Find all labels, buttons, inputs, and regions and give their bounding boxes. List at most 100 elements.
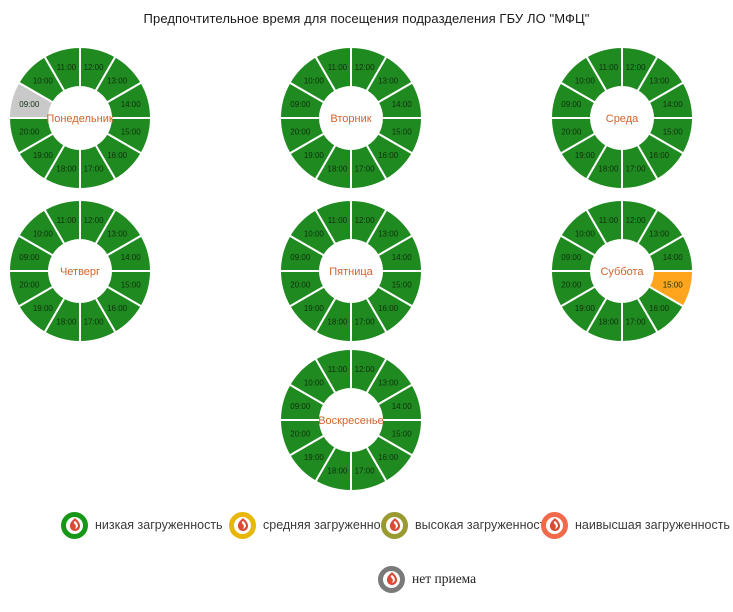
time-label-16:00: 16:00 <box>378 453 399 462</box>
day-name-label: Среда <box>606 113 639 125</box>
legend-item-highest-load: наивысшая загруженность <box>541 511 730 539</box>
time-label-20:00: 20:00 <box>290 280 311 289</box>
time-label-09:00: 09:00 <box>561 100 582 109</box>
time-label-15:00: 15:00 <box>121 280 142 289</box>
time-label-10:00: 10:00 <box>575 77 596 86</box>
time-label-17:00: 17:00 <box>355 318 376 327</box>
donut-segment-11:00 <box>585 198 623 246</box>
time-label-19:00: 19:00 <box>304 151 325 160</box>
time-label-09:00: 09:00 <box>290 100 311 109</box>
time-label-10:00: 10:00 <box>575 230 596 239</box>
day-name-label: Суббота <box>600 266 644 278</box>
time-label-09:00: 09:00 <box>19 100 40 109</box>
time-label-17:00: 17:00 <box>626 165 647 174</box>
time-label-11:00: 11:00 <box>328 63 348 72</box>
page-title: Предпочтительное время для посещения под… <box>143 11 590 26</box>
time-label-13:00: 13:00 <box>107 230 128 239</box>
time-label-12:00: 12:00 <box>355 63 376 72</box>
time-label-18:00: 18:00 <box>327 165 348 174</box>
time-label-16:00: 16:00 <box>649 151 670 160</box>
time-label-09:00: 09:00 <box>561 253 582 262</box>
time-label-15:00: 15:00 <box>663 127 684 136</box>
day-name-label: Пятница <box>329 266 373 278</box>
mfc-logo-icon <box>389 518 400 532</box>
time-label-11:00: 11:00 <box>57 216 77 225</box>
donut-segment-11:00 <box>585 45 623 93</box>
time-label-13:00: 13:00 <box>107 77 128 86</box>
time-label-10:00: 10:00 <box>304 77 325 86</box>
time-label-20:00: 20:00 <box>19 127 40 136</box>
time-label-14:00: 14:00 <box>392 253 413 262</box>
day-name-label: Вторник <box>330 113 371 125</box>
time-label-13:00: 13:00 <box>649 230 670 239</box>
time-label-10:00: 10:00 <box>33 230 54 239</box>
time-label-16:00: 16:00 <box>649 304 670 313</box>
time-label-20:00: 20:00 <box>290 127 311 136</box>
time-label-11:00: 11:00 <box>599 216 619 225</box>
time-label-09:00: 09:00 <box>19 253 40 262</box>
time-label-15:00: 15:00 <box>392 127 413 136</box>
time-label-16:00: 16:00 <box>378 151 399 160</box>
day-name-label: Понедельник <box>46 113 114 125</box>
time-label-17:00: 17:00 <box>355 467 376 476</box>
high-load-ring-icon <box>381 511 408 539</box>
mfc-logo-icon <box>237 518 248 532</box>
donut-segment-11:00 <box>43 198 81 246</box>
legend-item-low-load: низкая загруженность <box>61 511 223 539</box>
time-label-20:00: 20:00 <box>561 280 582 289</box>
time-label-14:00: 14:00 <box>663 100 684 109</box>
legend-item-no-reception: нет приема <box>378 565 476 593</box>
time-label-14:00: 14:00 <box>392 100 413 109</box>
time-label-15:00: 15:00 <box>392 280 413 289</box>
time-label-15:00: 15:00 <box>121 127 142 136</box>
time-label-20:00: 20:00 <box>290 429 311 438</box>
day-name-label: Четверг <box>60 266 100 278</box>
time-label-16:00: 16:00 <box>107 151 128 160</box>
time-label-18:00: 18:00 <box>598 165 619 174</box>
time-label-09:00: 09:00 <box>290 253 311 262</box>
time-label-13:00: 13:00 <box>649 77 670 86</box>
donut-segment-11:00 <box>314 198 352 246</box>
time-label-19:00: 19:00 <box>304 304 325 313</box>
time-label-12:00: 12:00 <box>626 63 647 72</box>
day-name-label: Воскресенье <box>318 415 384 427</box>
time-label-11:00: 11:00 <box>599 63 619 72</box>
legend-label-medium-load: средняя загруженность <box>263 518 400 532</box>
time-label-13:00: 13:00 <box>378 230 399 239</box>
time-label-11:00: 11:00 <box>328 216 348 225</box>
time-label-19:00: 19:00 <box>33 151 54 160</box>
legend-label-no-reception: нет приема <box>412 571 477 586</box>
time-label-18:00: 18:00 <box>56 318 77 327</box>
time-label-19:00: 19:00 <box>304 453 325 462</box>
time-label-14:00: 14:00 <box>121 253 142 262</box>
time-label-19:00: 19:00 <box>575 304 596 313</box>
time-label-13:00: 13:00 <box>378 77 399 86</box>
no-reception-ring-icon <box>378 565 405 593</box>
mfc-logo-icon <box>549 518 560 532</box>
time-label-19:00: 19:00 <box>33 304 54 313</box>
time-label-16:00: 16:00 <box>107 304 128 313</box>
time-label-12:00: 12:00 <box>355 365 376 374</box>
medium-load-ring-icon <box>229 511 256 539</box>
time-label-11:00: 11:00 <box>57 63 77 72</box>
time-label-12:00: 12:00 <box>626 216 647 225</box>
legend-label-highest-load: наивысшая загруженность <box>575 518 730 532</box>
time-label-13:00: 13:00 <box>378 379 399 388</box>
legend-label-low-load: низкая загруженность <box>95 518 223 532</box>
weekday-donut-charts: 12:00 13:00 14:00 15:00 16:00 17:00 18:00 19:00… <box>7 45 695 493</box>
mfc-logo-icon <box>69 518 80 532</box>
time-label-15:00: 15:00 <box>663 280 684 289</box>
time-label-17:00: 17:00 <box>84 165 105 174</box>
time-label-18:00: 18:00 <box>327 318 348 327</box>
time-label-18:00: 18:00 <box>598 318 619 327</box>
mfc-logo-icon <box>386 572 397 586</box>
low-load-ring-icon <box>61 511 88 539</box>
time-label-16:00: 16:00 <box>378 304 399 313</box>
time-label-15:00: 15:00 <box>392 429 413 438</box>
